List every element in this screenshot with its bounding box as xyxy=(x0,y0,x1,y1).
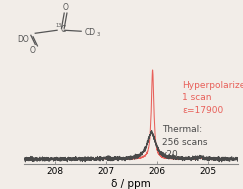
Text: CD: CD xyxy=(84,28,95,37)
Text: Thermal:
256 scans
x20: Thermal: 256 scans x20 xyxy=(162,125,207,159)
Text: 13: 13 xyxy=(56,23,62,28)
Text: O: O xyxy=(63,3,69,12)
X-axis label: δ / ppm: δ / ppm xyxy=(111,179,151,189)
Text: C: C xyxy=(61,25,66,34)
Text: O: O xyxy=(30,46,36,55)
Text: DO: DO xyxy=(17,35,29,44)
Text: 3: 3 xyxy=(96,32,100,37)
Text: Hyperpolarized:
1 scan
ε=17900: Hyperpolarized: 1 scan ε=17900 xyxy=(182,81,243,115)
